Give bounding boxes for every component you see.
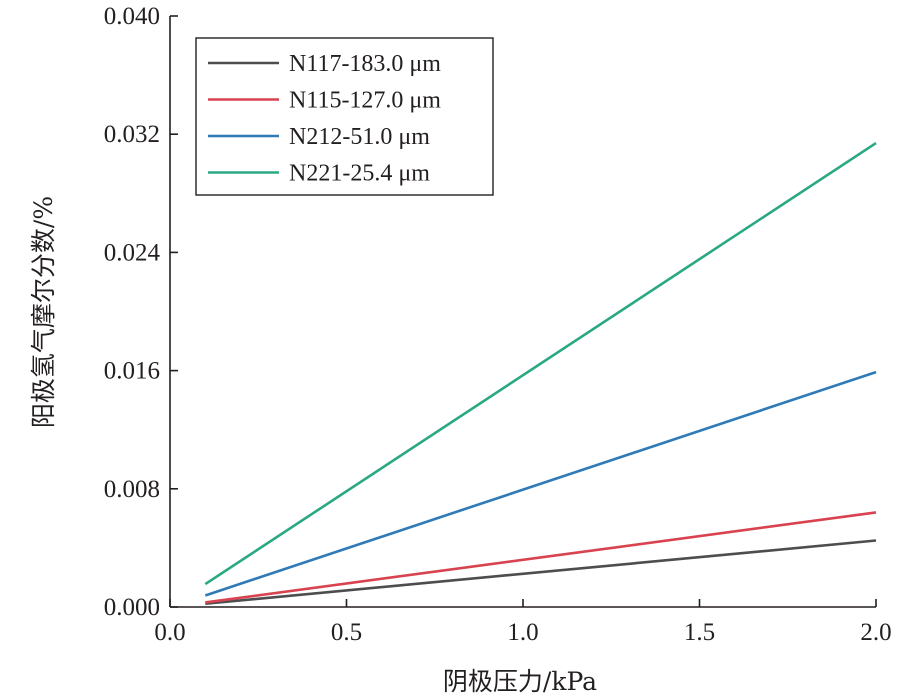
x-tick-label: 0.0 [154, 619, 185, 646]
legend-label-2: N115-127.0 μm [289, 88, 441, 114]
y-tick-label: 0.040 [104, 3, 160, 30]
x-tick-label: 2.0 [860, 619, 891, 646]
legend-label-1: N117-183.0 μm [289, 51, 441, 77]
axes: 0.0 0.5 1.0 1.5 2.0 0.000 0.008 0.016 0.024 0.032… [104, 3, 892, 646]
legend: N117-183.0 μm N115-127.0 μm N212-51.0 μm N2… [195, 37, 494, 196]
series-line-4 [204, 141, 877, 586]
series-line-2 [205, 511, 877, 604]
x-tick-label: 1.5 [684, 619, 715, 646]
y-tick-label: 0.000 [104, 594, 160, 621]
y-tick-label: 0.016 [104, 358, 160, 385]
y-tick-label: 0.024 [104, 239, 161, 266]
series-line-3 [204, 370, 877, 597]
x-axis-title: 阴极压力/kPa [443, 667, 597, 696]
series-group [204, 141, 877, 606]
legend-label-3: N212-51.0 μm [289, 124, 430, 150]
x-tick-label: 1.0 [507, 619, 538, 646]
series-line-1 [205, 539, 877, 606]
y-tick-label: 0.008 [104, 476, 160, 503]
y-tick-label: 0.032 [104, 121, 160, 148]
y-axis-title: 阳极氢气摩尔分数/% [29, 196, 58, 428]
x-tick-label: 0.5 [331, 619, 362, 646]
legend-label-4: N221-25.4 μm [289, 161, 430, 187]
